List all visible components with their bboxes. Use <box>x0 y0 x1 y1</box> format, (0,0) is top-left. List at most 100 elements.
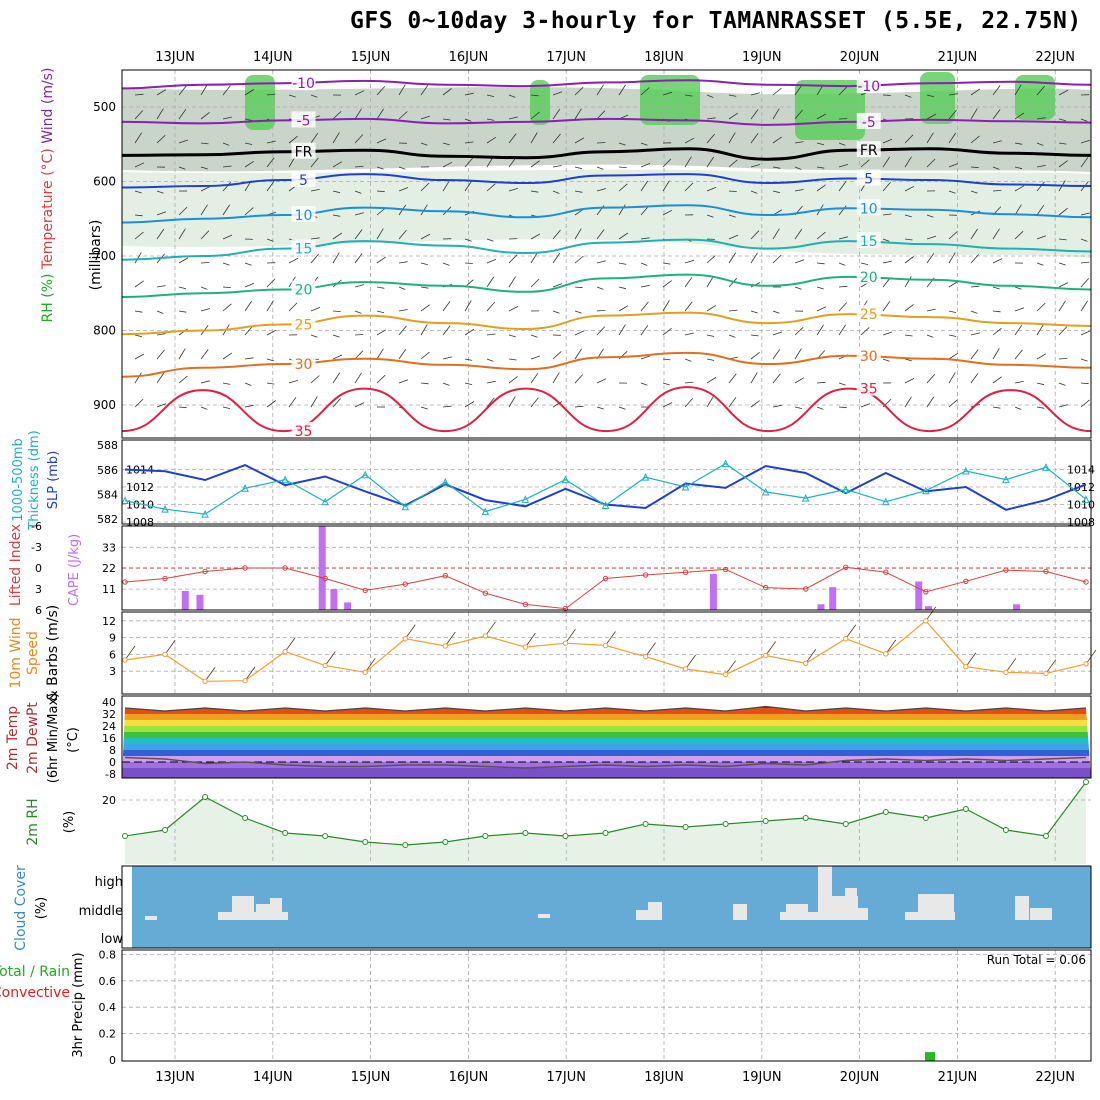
rh-marker <box>842 821 849 827</box>
wind-barb-10m <box>725 660 736 675</box>
wind-barb <box>750 310 758 314</box>
wind-barb <box>332 354 343 360</box>
lifted-cape-panel: 11 22 33 6 3 0 -3 -6 Lifted Index CAPE (J/kg) <box>8 520 1092 617</box>
wind-barb <box>354 212 364 216</box>
rh-marker <box>602 830 609 836</box>
wind-barb-10m <box>124 645 136 661</box>
wind-barb <box>684 182 694 192</box>
wind-barb <box>992 406 1001 409</box>
contour-label: 35 <box>860 382 878 398</box>
wind-barb <box>574 286 583 289</box>
wind-marker <box>162 651 168 658</box>
contour-group <box>122 204 1091 224</box>
li-frame <box>121 525 1092 611</box>
wind-marker <box>562 640 569 646</box>
thickness-marker <box>441 477 450 486</box>
contour-label: 10 <box>860 201 878 217</box>
wind-barb <box>376 228 384 240</box>
wind-barb <box>728 252 736 264</box>
temp-band <box>122 726 1091 732</box>
wind-barb <box>706 117 716 120</box>
wind-barb <box>904 214 912 218</box>
contour-label-bg <box>291 280 316 297</box>
lifted-marker <box>522 601 529 608</box>
rh-marker <box>922 815 929 821</box>
slp-tick-label: 1012 <box>126 481 154 494</box>
wind-marker <box>522 644 529 650</box>
temp-tick-label: 40 <box>102 696 116 709</box>
wind-barb <box>1080 300 1088 312</box>
wind-barb <box>904 134 914 144</box>
wind-barb <box>1036 117 1046 120</box>
date-label-bottom: 19JUN <box>742 1070 782 1085</box>
wind-barb <box>530 190 539 193</box>
wind-barb <box>1036 302 1046 312</box>
wind-barb <box>970 166 979 169</box>
wind-barb <box>464 382 473 385</box>
wind-barb <box>882 358 890 362</box>
cape-tick-label: 22 <box>102 562 116 575</box>
wind-barb <box>486 358 494 362</box>
rh-marker <box>802 815 809 821</box>
wind-barb <box>706 133 715 144</box>
wind-barb <box>508 358 517 361</box>
contour-label-bg <box>291 142 316 159</box>
wind-barb <box>750 400 760 408</box>
wind-barb <box>816 113 827 120</box>
cape-tick-label: 11 <box>102 583 116 596</box>
wind-barb <box>728 373 737 384</box>
wind-barb <box>574 166 582 170</box>
date-label-bottom: 20JUN <box>840 1070 880 1085</box>
wind-barb <box>794 406 803 409</box>
wind-barb <box>310 157 319 168</box>
lifted-marker <box>442 573 449 579</box>
wind-barb <box>574 348 582 360</box>
wind-barb <box>882 331 893 336</box>
wind-barb <box>266 358 274 362</box>
wind-barb <box>134 93 144 96</box>
wind-barb <box>992 348 1000 360</box>
wind-barb <box>948 372 956 384</box>
contour-label-bg <box>291 422 316 439</box>
rh-marker <box>522 830 529 836</box>
wind-barb <box>772 254 782 264</box>
wind-barb <box>926 334 934 338</box>
temp-band <box>122 714 1091 720</box>
contour-label: 30 <box>295 357 313 373</box>
wind-barb <box>464 262 473 264</box>
wind-barb <box>376 207 386 216</box>
wind-barb <box>684 381 694 384</box>
precip-tick-label: 0.6 <box>99 975 117 988</box>
upper-air-panel: 500 600 700 800 900 -10 -10 -5 -5 FR FR 5 5 10 10 15 15 2… <box>40 68 1092 440</box>
date-label-top: 13JUN <box>155 50 195 65</box>
wind-barb <box>200 186 211 192</box>
lifted-marker <box>122 579 128 585</box>
wind-barb <box>728 397 737 408</box>
cape-bar <box>829 587 837 610</box>
contour-label-bg <box>856 141 881 158</box>
rh-panel: 20 2m RH (%) <box>25 779 1091 864</box>
lifted-marker <box>322 575 328 582</box>
wind-barb <box>948 310 957 313</box>
wind-barb <box>156 333 166 336</box>
wind-barb <box>992 327 1002 336</box>
wind-barb <box>706 377 717 384</box>
wind-barb <box>178 375 188 384</box>
wind-barb <box>750 164 761 168</box>
date-label-top: 19JUN <box>742 50 782 65</box>
wind-barb <box>948 93 958 96</box>
contour-label: -5 <box>862 115 876 131</box>
wind-marker <box>482 633 489 639</box>
wind-marker <box>242 678 248 684</box>
wind-barb <box>794 259 805 264</box>
wind-barb <box>926 113 937 120</box>
wind-barb <box>508 376 518 384</box>
wind-barb <box>1014 112 1025 120</box>
temp-band <box>122 732 1091 738</box>
wind-marker <box>883 651 889 657</box>
wind-barb <box>574 137 585 144</box>
wind-barb <box>882 138 893 144</box>
slp-axis-label: SLP (mb) <box>46 451 61 510</box>
thickness-marker <box>1082 495 1090 503</box>
